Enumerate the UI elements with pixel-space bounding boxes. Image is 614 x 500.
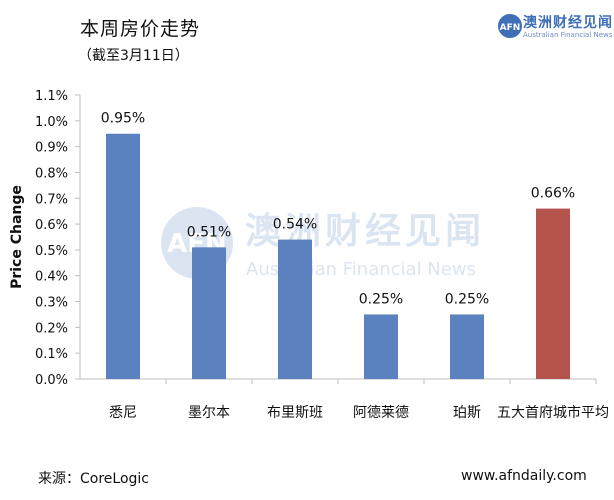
bar-value-label: 0.51% [187, 224, 231, 240]
y-tick-label: 1.0% [35, 115, 68, 130]
bar [106, 133, 140, 379]
afn-logo-text: AFN [500, 23, 521, 33]
bar-value-label: 0.54% [273, 217, 317, 233]
y-tick-label: 0.5% [35, 244, 68, 259]
bar [278, 239, 312, 379]
bar-value-label: 0.66% [531, 186, 575, 202]
bar [450, 314, 484, 379]
afn-logo-icon: AFN [498, 14, 522, 38]
x-tick-label: 悉尼 [109, 405, 137, 421]
y-tick-label: 0.6% [35, 218, 68, 233]
y-axis-label: Price Change [9, 185, 25, 289]
brand-tagline: Australian Financial News [523, 31, 613, 39]
y-tick-label: 0.4% [35, 270, 68, 285]
x-tick-label: 五大首府城市平均 [497, 404, 609, 421]
bar-value-label: 0.25% [359, 291, 403, 307]
bar-value-label: 0.95% [101, 111, 145, 127]
source-note: 来源：CoreLogic [38, 471, 149, 487]
x-tick-label: 珀斯 [453, 405, 481, 421]
chart-title: 本周房价走势 [80, 18, 201, 40]
y-tick-label: 1.1% [35, 89, 68, 104]
y-tick-label: 0.8% [35, 166, 68, 181]
bars: 0.95% 0.51% 0.54% 0.25% 0.25% 0.66% [101, 111, 575, 379]
chart-subtitle: （截至3月11日） [78, 48, 189, 64]
bar [536, 208, 570, 379]
y-tick-label: 0.3% [35, 296, 68, 311]
brand-logo: AFN 澳洲财经见闻 Australian Financial News [497, 11, 614, 45]
x-tick-label: 阿德莱德 [353, 405, 409, 421]
x-axis: 悉尼 墨尔本 布里斯班 阿德莱德 珀斯 五大首府城市平均 [80, 378, 609, 421]
x-tick-label: 布里斯班 [267, 405, 323, 421]
y-tick-label: 0.2% [35, 321, 68, 336]
brand-name: 澳洲财经见闻 [523, 15, 613, 31]
x-tick-label: 墨尔本 [188, 405, 230, 421]
bar [364, 314, 398, 379]
bar-value-label: 0.25% [445, 291, 489, 307]
bar [192, 247, 226, 379]
website-link[interactable]: www.afndaily.com [461, 468, 587, 484]
y-tick-label: 0.9% [35, 141, 68, 156]
y-tick-label: 0.1% [35, 347, 68, 362]
y-tick-label: 0.7% [35, 192, 68, 207]
y-tick-label: 0.0% [35, 373, 68, 388]
y-axis: 0.0% 0.1% 0.2% 0.3% 0.4% 0.5% 0.6% 0.7% 0.8% 0.9%… [35, 89, 81, 388]
